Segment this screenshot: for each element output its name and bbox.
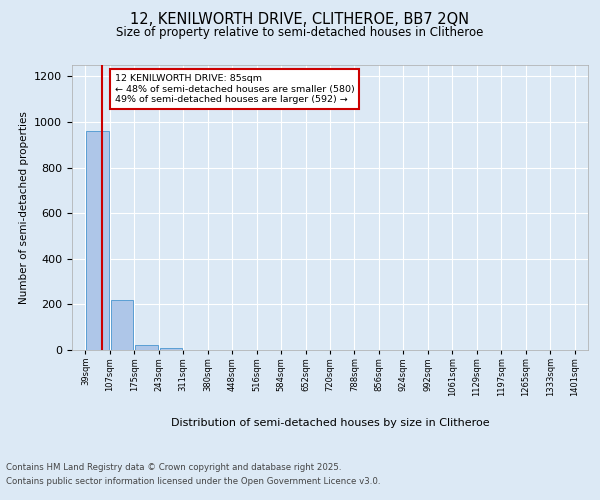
Bar: [135, 346, 158, 350]
Text: 12 KENILWORTH DRIVE: 85sqm
← 48% of semi-detached houses are smaller (580)
49% o: 12 KENILWORTH DRIVE: 85sqm ← 48% of semi…: [115, 74, 354, 104]
Text: 12, KENILWORTH DRIVE, CLITHEROE, BB7 2QN: 12, KENILWORTH DRIVE, CLITHEROE, BB7 2QN: [130, 12, 470, 28]
Y-axis label: Number of semi-detached properties: Number of semi-detached properties: [19, 111, 29, 304]
Text: Size of property relative to semi-detached houses in Clitheroe: Size of property relative to semi-detach…: [116, 26, 484, 39]
Bar: [160, 348, 182, 350]
Text: Contains HM Land Registry data © Crown copyright and database right 2025.: Contains HM Land Registry data © Crown c…: [6, 464, 341, 472]
Text: Contains public sector information licensed under the Open Government Licence v3: Contains public sector information licen…: [6, 477, 380, 486]
Bar: [86, 131, 109, 350]
Text: Distribution of semi-detached houses by size in Clitheroe: Distribution of semi-detached houses by …: [170, 418, 490, 428]
Bar: [111, 300, 133, 350]
